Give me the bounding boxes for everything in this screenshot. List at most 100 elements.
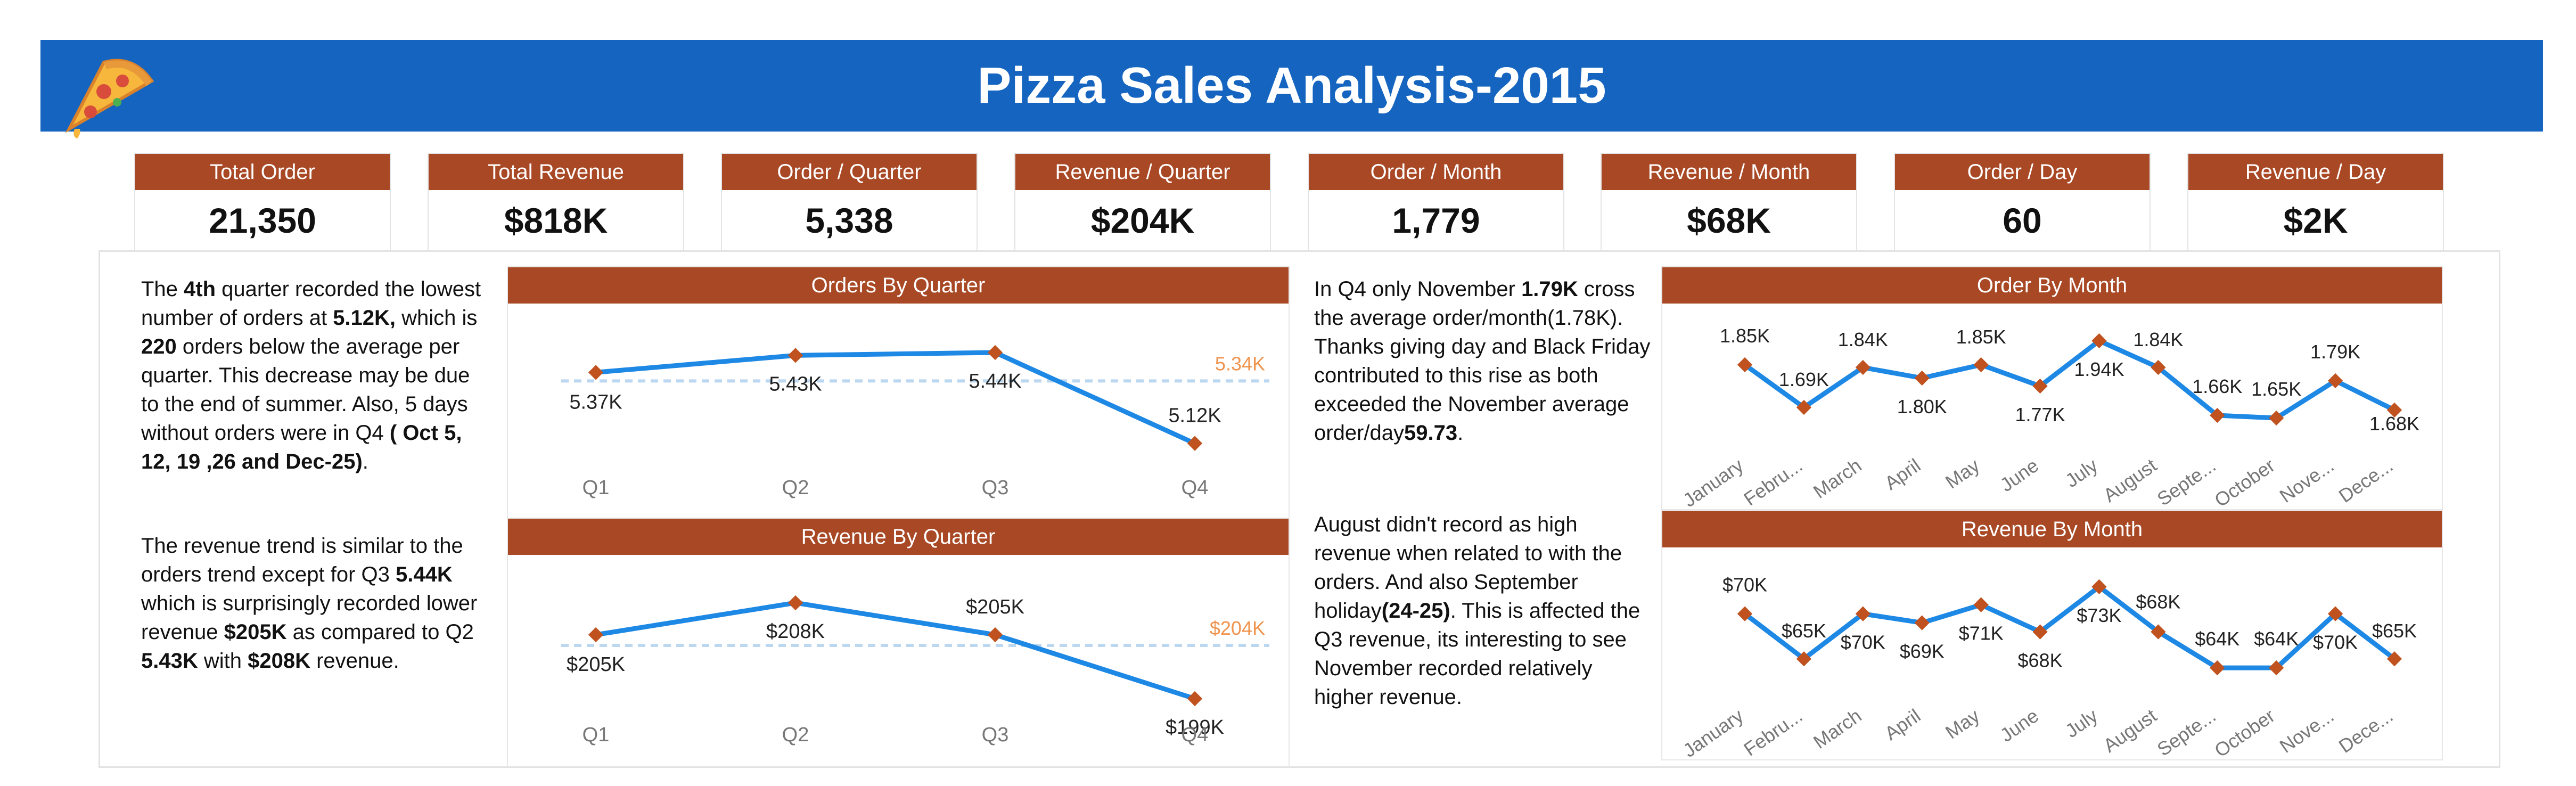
category-tick-label: August bbox=[2099, 454, 2161, 506]
data-point bbox=[787, 595, 803, 611]
data-point bbox=[2210, 660, 2225, 676]
category-tick-label: Q3 bbox=[982, 477, 1009, 499]
kpi-value: 60 bbox=[2003, 201, 2042, 240]
category-tick-label: March bbox=[1809, 705, 1865, 753]
kpi-card-revenue-per-month: Revenue / Month $68K bbox=[1601, 153, 1857, 252]
data-label: 5.12K bbox=[1168, 405, 1221, 427]
average-label: $204K bbox=[1210, 617, 1265, 639]
revenue-by-month-chart: Revenue By Month $70K January $65K Febru...… bbox=[1661, 510, 2443, 760]
series-line bbox=[1743, 584, 2396, 670]
category-tick-label: Febru... bbox=[1740, 454, 1806, 509]
header-banner: Pizza Sales Analysis-2015 bbox=[40, 40, 2543, 132]
revenue-month-insight: August didn't record as high revenue whe… bbox=[1314, 513, 1640, 709]
category-tick-label: October bbox=[2210, 454, 2278, 509]
kpi-card-revenue-per-quarter: Revenue / Quarter $204K bbox=[1014, 153, 1271, 252]
data-point bbox=[787, 348, 803, 363]
series-line bbox=[595, 350, 1196, 446]
kpi-value: $2K bbox=[2283, 201, 2348, 240]
kpi-card-revenue-per-day: Revenue / Day $2K bbox=[2187, 153, 2444, 252]
data-label: 1.85K bbox=[1956, 326, 2006, 348]
data-label: $68K bbox=[2018, 649, 2063, 671]
order-by-month-plot: 1.85K January 1.69K Febru... 1.84K March 1.80K… bbox=[1679, 325, 2419, 509]
category-tick-label: Q1 bbox=[583, 724, 610, 746]
data-label: 1.85K bbox=[1720, 325, 1770, 347]
data-label: 1.79K bbox=[2310, 341, 2360, 363]
category-tick-label: Nove... bbox=[2276, 705, 2338, 757]
category-tick-label: Q2 bbox=[782, 477, 809, 499]
data-label: 5.44K bbox=[969, 370, 1021, 392]
revenue-by-month-plot: $70K January $65K Febru... $70K March $69K Apri… bbox=[1679, 574, 2417, 759]
average-label: 5.34K bbox=[1215, 353, 1265, 374]
data-point bbox=[1973, 357, 1989, 373]
kpi-value: $204K bbox=[1090, 201, 1195, 240]
data-label: $205K bbox=[567, 653, 625, 676]
kpi-label: Order / Month bbox=[1309, 154, 1563, 190]
data-label: $68K bbox=[2136, 591, 2180, 612]
data-point bbox=[1187, 691, 1203, 707]
kpi-value: 1,779 bbox=[1392, 201, 1480, 240]
chart-title: Revenue By Month bbox=[1662, 511, 2442, 547]
category-tick-label: January bbox=[1679, 705, 1747, 759]
data-label: $208K bbox=[766, 620, 825, 643]
orders-by-quarter-chart: Orders By Quarter 5.34K 5.37K Q1 5.43K Q2 5.4… bbox=[507, 266, 1290, 520]
kpi-label: Total Revenue bbox=[429, 154, 683, 190]
kpi-value: 5,338 bbox=[805, 201, 893, 240]
category-tick-label: Dece... bbox=[2335, 454, 2397, 507]
data-label: 1.84K bbox=[2133, 329, 2183, 350]
category-tick-label: Febru... bbox=[1740, 705, 1806, 759]
category-tick-label: Nove... bbox=[2276, 454, 2338, 507]
data-label: $70K bbox=[2313, 632, 2358, 653]
kpi-label: Revenue / Day bbox=[2188, 154, 2443, 190]
orders-by-quarter-plot: 5.34K 5.37K Q1 5.43K Q2 5.44K Q3 5.12K Q4 bbox=[561, 345, 1269, 499]
kpi-label: Revenue / Month bbox=[1602, 154, 1856, 190]
category-tick-label: Q2 bbox=[782, 724, 809, 746]
data-label: 1.94K bbox=[2074, 358, 2124, 380]
category-tick-label: May bbox=[1941, 454, 1983, 493]
kpi-card-order-per-quarter: Order / Quarter 5,338 bbox=[721, 153, 978, 252]
data-label: $199K bbox=[1166, 716, 1224, 739]
revenue-by-quarter-chart: Revenue By Quarter $204K $205K Q1 $208K Q2 $2… bbox=[507, 518, 1290, 767]
kpi-card-order-per-month: Order / Month 1,779 bbox=[1308, 153, 1564, 252]
category-tick-label: Q4 bbox=[1182, 724, 1209, 746]
kpi-card-total-revenue: Total Revenue $818K bbox=[428, 153, 684, 252]
kpi-value: $818K bbox=[504, 201, 608, 240]
category-tick-label: April bbox=[1881, 705, 1925, 744]
category-tick-label: March bbox=[1809, 454, 1865, 503]
category-tick-label: Q3 bbox=[982, 724, 1009, 746]
data-point bbox=[1973, 597, 1989, 612]
category-tick-label: April bbox=[1881, 454, 1925, 494]
category-tick-label: October bbox=[2210, 705, 2278, 759]
data-point bbox=[1187, 436, 1203, 451]
kpi-label: Order / Quarter bbox=[722, 154, 977, 190]
kpi-value: $68K bbox=[1687, 201, 1771, 240]
category-tick-label: July bbox=[2061, 454, 2102, 492]
kpi-card-total-order: Total Order 21,350 bbox=[134, 153, 391, 252]
data-label: $69K bbox=[1900, 641, 1945, 662]
data-label: 1.84K bbox=[1838, 329, 1888, 350]
orders-quarter-insight: The 4th quarter recorded the lowest numb… bbox=[141, 277, 481, 473]
data-label: 1.69K bbox=[1779, 369, 1829, 390]
kpi-label: Order / Day bbox=[1895, 154, 2150, 190]
chart-title: Orders By Quarter bbox=[508, 267, 1289, 304]
category-tick-label: June bbox=[1996, 454, 2042, 496]
data-label: 5.43K bbox=[769, 373, 822, 395]
category-tick-label: May bbox=[1941, 705, 1983, 743]
category-tick-label: Dece... bbox=[2335, 705, 2397, 757]
category-tick-label: Q4 bbox=[1182, 477, 1209, 499]
series-line bbox=[1743, 338, 2395, 421]
data-label: $70K bbox=[1722, 574, 1767, 596]
page-title: Pizza Sales Analysis-2015 bbox=[977, 57, 1606, 114]
data-label: 1.80K bbox=[1897, 396, 1947, 417]
data-point bbox=[2210, 407, 2225, 423]
kpi-value: 21,350 bbox=[209, 201, 316, 240]
data-label: 5.37K bbox=[569, 391, 622, 413]
data-label: $73K bbox=[2077, 604, 2121, 626]
kpi-card-order-per-day: Order / Day 60 bbox=[1894, 153, 2151, 252]
category-tick-label: Septe... bbox=[2153, 454, 2220, 509]
kpi-label: Revenue / Quarter bbox=[1015, 154, 1270, 190]
data-label: 1.66K bbox=[2192, 375, 2242, 397]
data-point bbox=[1737, 606, 1753, 621]
data-label: $71K bbox=[1959, 623, 2004, 644]
data-label: 1.68K bbox=[2369, 413, 2419, 435]
